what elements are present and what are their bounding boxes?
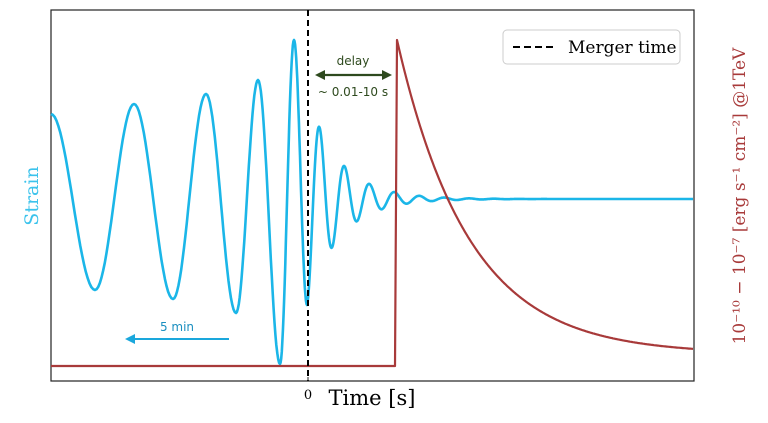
legend: Merger time	[502, 29, 681, 65]
delay-range-label: ~ 0.01-10 s	[318, 85, 388, 99]
flux-series-line	[51, 38, 694, 368]
delay-arrow-right-head	[382, 70, 392, 80]
strain-series-line	[50, 38, 694, 366]
delay-arrow-left-head	[315, 70, 325, 80]
time-scale-arrow-head	[125, 334, 135, 344]
legend-label-merger-time: Merger time	[568, 38, 677, 58]
plot-frame	[50, 9, 695, 382]
x-tick-label-0: 0	[304, 388, 312, 403]
time-scale-label: 5 min	[160, 320, 194, 334]
y-axis-label-left: Strain	[21, 166, 43, 225]
legend-box	[502, 29, 681, 65]
x-axis-label: Time [s]	[329, 386, 416, 410]
y-axis-label-right: 10⁻¹⁰ − 10⁻⁷ [erg s⁻¹ cm⁻²] @1TeV	[730, 47, 750, 344]
delay-label: delay	[337, 54, 370, 68]
